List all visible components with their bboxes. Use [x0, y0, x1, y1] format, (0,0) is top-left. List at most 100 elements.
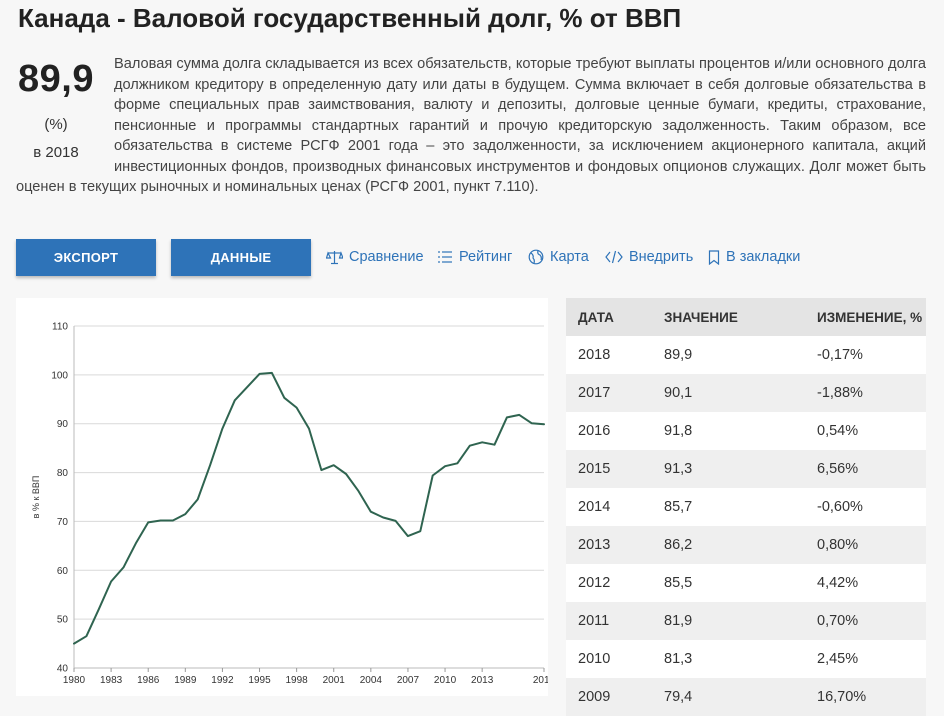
data-point [233, 399, 236, 402]
data-button[interactable]: ДАННЫЕ [171, 239, 311, 276]
cell-value: 91,8 [652, 412, 805, 450]
table-row: 2016 91,8 0,54% [566, 412, 926, 450]
cell-date: 2014 [566, 488, 652, 526]
column-header-date: ДАТА [566, 298, 652, 336]
map-link[interactable]: Карта [528, 247, 589, 267]
table-header-row: ДАТА ЗНАЧЕНИЕ ИЗМЕНЕНИЕ, % [566, 298, 926, 336]
bookmark-icon [708, 249, 720, 265]
table-row: 2014 85,7 -0,60% [566, 488, 926, 526]
data-point [134, 542, 137, 545]
data-point [382, 516, 385, 519]
data-point [258, 372, 261, 375]
data-point [221, 427, 224, 430]
table-row: 2011 81,9 0,70% [566, 602, 926, 640]
data-table: ДАТА ЗНАЧЕНИЕ ИЗМЕНЕНИЕ, % 2018 89,9 -0,17… [566, 298, 926, 716]
cell-change: 0,70% [805, 602, 926, 640]
table-row: 2015 91,3 6,56% [566, 450, 926, 488]
table-row: 2012 85,5 4,42% [566, 564, 926, 602]
data-point [406, 535, 409, 538]
data-point [493, 443, 496, 446]
data-point [110, 580, 113, 583]
data-point [456, 462, 459, 465]
y-tick-label: 50 [57, 615, 69, 626]
line-chart: 40 50 60 70 80 90 100 110 1980 1983 1986 1989 1992 19… [16, 298, 548, 696]
data-point [394, 519, 397, 522]
headline-unit: (%) [44, 116, 68, 133]
y-axis-label: в % к ВВП [31, 476, 41, 519]
table-row: 2017 90,1 -1,88% [566, 374, 926, 412]
x-tick-label: 1995 [248, 675, 271, 686]
bookmark-link[interactable]: В закладки [708, 247, 800, 267]
embed-link-label: Внедрить [629, 249, 694, 265]
x-tick-label: 1983 [100, 675, 123, 686]
cell-value: 85,7 [652, 488, 805, 526]
export-button[interactable]: ЭКСПОРТ [16, 239, 156, 276]
data-point [357, 490, 360, 493]
headline-year: в 2018 [33, 144, 79, 161]
cell-change: 16,70% [805, 678, 926, 716]
cell-date: 2017 [566, 374, 652, 412]
x-tick-label: 1992 [211, 675, 234, 686]
data-point [419, 530, 422, 533]
y-tick-label: 90 [57, 419, 69, 430]
table-row: 2010 81,3 2,45% [566, 640, 926, 678]
data-point [345, 473, 348, 476]
cell-value: 81,3 [652, 640, 805, 678]
cell-change: -1,88% [805, 374, 926, 412]
data-point [505, 416, 508, 419]
data-point [308, 427, 311, 430]
rating-link[interactable]: Рейтинг [437, 247, 512, 267]
table-row: 2009 79,4 16,70% [566, 678, 926, 716]
bookmark-link-label: В закладки [726, 249, 801, 265]
data-point [196, 498, 199, 501]
cell-date: 2011 [566, 602, 652, 640]
embed-link[interactable]: Внедрить [605, 247, 693, 267]
series-line [73, 371, 545, 645]
x-tick-label: 2010 [434, 675, 457, 686]
x-tick-label: 2001 [323, 675, 346, 686]
data-point [320, 469, 323, 472]
scales-icon [326, 250, 343, 265]
cell-value: 86,2 [652, 526, 805, 564]
cell-value: 81,9 [652, 602, 805, 640]
data-point [270, 371, 273, 374]
cell-change: 6,56% [805, 450, 926, 488]
x-tick-label: 1989 [174, 675, 197, 686]
cell-change: -0,60% [805, 488, 926, 526]
y-tick-label: 60 [57, 566, 69, 577]
data-point [530, 422, 533, 425]
data-point [122, 566, 125, 569]
cell-change: 2,45% [805, 640, 926, 678]
data-point [85, 635, 88, 638]
cell-change: -0,17% [805, 336, 926, 374]
data-point [431, 474, 434, 477]
cell-date: 2016 [566, 412, 652, 450]
column-header-value: ЗНАЧЕНИЕ [652, 298, 805, 336]
code-icon [605, 250, 623, 264]
data-point [159, 519, 162, 522]
data-point [518, 413, 521, 416]
table-row: 2013 86,2 0,80% [566, 526, 926, 564]
data-point [543, 423, 546, 426]
compare-link[interactable]: Сравнение [326, 247, 424, 267]
page-title: Канада - Валовой государственный долг, %… [18, 3, 682, 33]
data-point [444, 465, 447, 468]
list-icon [437, 250, 453, 264]
x-tick-label: 1986 [137, 675, 160, 686]
cell-value: 89,9 [652, 336, 805, 374]
cell-value: 85,5 [652, 564, 805, 602]
data-point [97, 608, 100, 611]
cell-date: 2013 [566, 526, 652, 564]
y-tick-label: 70 [57, 517, 69, 528]
x-tick-label: 2013 [471, 675, 494, 686]
description-text: Валовая сумма долга складывается из всех… [16, 56, 926, 195]
cell-change: 0,54% [805, 412, 926, 450]
y-tick-label: 80 [57, 468, 69, 479]
cell-value: 91,3 [652, 450, 805, 488]
column-header-change: ИЗМЕНЕНИЕ, % [805, 298, 926, 336]
data-point [184, 513, 187, 516]
data-point [171, 519, 174, 522]
data-point [246, 386, 249, 389]
headline-value: 89,9 [18, 58, 94, 100]
data-point [73, 642, 76, 645]
